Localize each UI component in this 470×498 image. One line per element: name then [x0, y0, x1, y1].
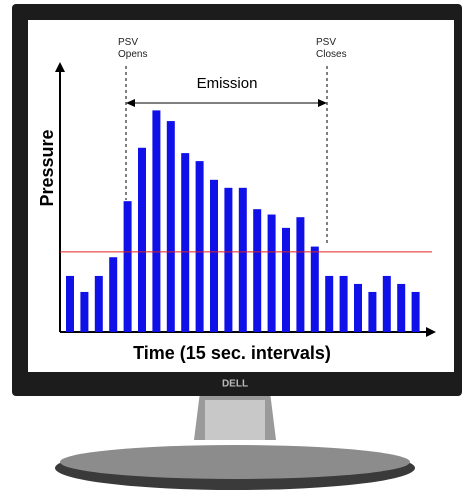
bar — [224, 187, 233, 332]
annotation: Closes — [316, 49, 347, 60]
annotation: Emission — [197, 75, 258, 92]
bar — [94, 275, 103, 332]
bar — [310, 246, 319, 332]
bar — [152, 110, 161, 332]
x-arrow — [426, 327, 436, 337]
bar — [80, 291, 89, 332]
bar — [138, 147, 146, 332]
brand-logo: DELL — [222, 379, 248, 390]
annotation: PSV — [316, 37, 336, 48]
bar — [325, 275, 334, 332]
bar — [368, 291, 377, 332]
bar — [397, 283, 406, 332]
y-arrow — [55, 62, 65, 72]
bar — [195, 161, 204, 332]
annotation: PSV — [118, 37, 138, 48]
x-axis-label: Time (15 sec. intervals) — [133, 343, 331, 363]
bar — [253, 209, 262, 332]
bar — [354, 283, 362, 332]
bar — [181, 153, 190, 332]
bar — [109, 257, 118, 332]
bar — [339, 275, 348, 332]
annotation: Opens — [118, 49, 147, 60]
stand-base-top — [60, 445, 410, 479]
bar — [238, 187, 247, 332]
bar — [123, 201, 132, 332]
bar — [411, 291, 420, 332]
bar — [282, 227, 290, 332]
y-axis-label: Pressure — [37, 129, 57, 206]
bar — [166, 121, 175, 332]
bar — [267, 214, 276, 332]
bar — [210, 179, 218, 332]
bar — [66, 275, 74, 332]
bar — [296, 217, 305, 332]
stand-plate — [205, 400, 265, 440]
bar — [382, 275, 391, 332]
